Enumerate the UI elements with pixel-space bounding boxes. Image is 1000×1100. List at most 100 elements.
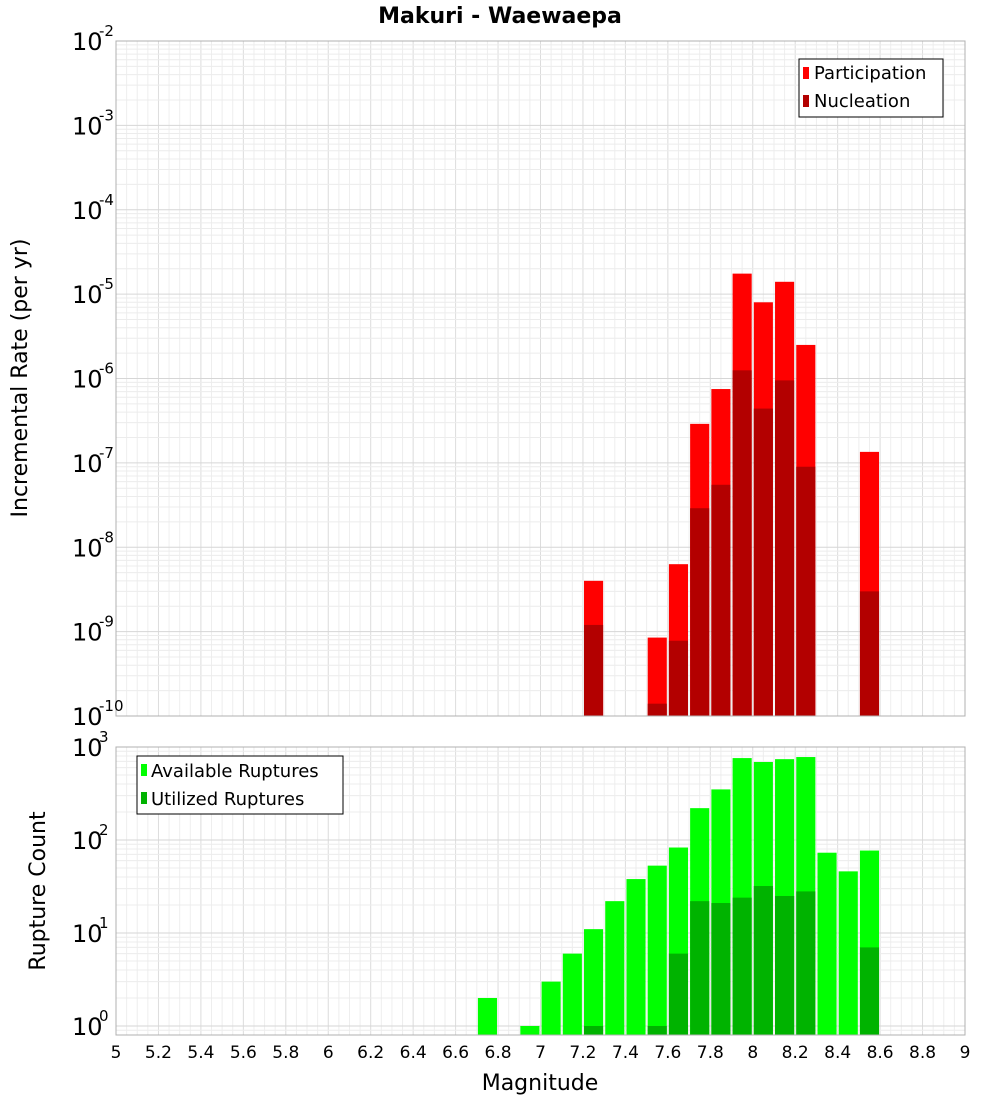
bar-available-ruptures: [626, 879, 646, 1035]
svg-text:3: 3: [99, 728, 109, 746]
top-bars: [584, 273, 880, 716]
svg-text:10: 10: [72, 703, 103, 731]
legend-nucleation-label: Nucleation: [814, 91, 910, 112]
x-tick-label: 6.2: [357, 1043, 384, 1063]
svg-text:10: 10: [72, 112, 103, 140]
bottom-plot-border: [115, 746, 966, 1036]
svg-text:10: 10: [72, 281, 103, 309]
bar-nucleation: [668, 640, 689, 716]
y-tick-label: 103: [72, 728, 109, 762]
bar-available-ruptures: [541, 981, 561, 1035]
y-tick-label: 10-6: [72, 360, 114, 394]
bottom-y-axis-label: Rupture Count: [26, 811, 51, 971]
legend-participation-label: Participation: [814, 63, 926, 84]
bar-nucleation: [859, 591, 880, 716]
bar-nucleation: [732, 370, 752, 716]
bar-available-ruptures: [647, 865, 667, 1035]
svg-text:10: 10: [72, 28, 103, 56]
x-tick-label: 7.4: [612, 1043, 639, 1063]
top-grid: [115, 41, 966, 717]
svg-text:10: 10: [72, 1013, 103, 1041]
legend-participation-swatch: [803, 67, 809, 79]
bar-available-ruptures: [817, 852, 837, 1035]
bar-utilized-ruptures: [668, 953, 689, 1035]
bar-available-ruptures: [838, 871, 858, 1035]
bar-utilized-ruptures: [796, 891, 816, 1035]
x-tick-label: 9: [960, 1043, 971, 1063]
x-tick-label: 7.8: [697, 1043, 724, 1063]
svg-text:1: 1: [99, 914, 109, 932]
y-tick-label: 10-9: [72, 613, 114, 647]
svg-text:10: 10: [72, 534, 103, 562]
y-tick-label: 100: [72, 1007, 109, 1041]
bottom-legend-box: [136, 755, 344, 815]
svg-text:0: 0: [99, 1007, 109, 1025]
bar-utilized-ruptures: [732, 897, 752, 1035]
svg-text:-6: -6: [99, 360, 114, 378]
bar-nucleation: [647, 703, 667, 716]
x-tick-label: 8: [747, 1043, 758, 1063]
x-tick-label: 7: [535, 1043, 546, 1063]
y-tick-label: 10-10: [72, 697, 124, 731]
bar-utilized-ruptures: [584, 1025, 604, 1035]
bar-available-ruptures: [584, 929, 604, 1035]
svg-text:10: 10: [72, 920, 103, 948]
bottom-bars: [477, 757, 880, 1035]
y-tick-label: 10-5: [72, 275, 114, 309]
svg-text:10: 10: [72, 827, 103, 855]
bar-nucleation: [753, 408, 773, 716]
y-tick-label: 10-3: [72, 106, 114, 140]
bar-available-ruptures: [562, 953, 582, 1035]
x-tick-label: 8.8: [909, 1043, 936, 1063]
legend-nucleation-swatch: [803, 95, 809, 107]
x-tick-label: 5.4: [187, 1043, 214, 1063]
svg-text:10: 10: [72, 619, 103, 647]
bar-utilized-ruptures: [859, 947, 880, 1035]
x-tick-label: 7.6: [654, 1043, 681, 1063]
x-axis-label: Magnitude: [482, 1071, 599, 1096]
svg-text:-2: -2: [99, 22, 114, 40]
x-tick-label: 5.8: [272, 1043, 299, 1063]
svg-text:10: 10: [72, 366, 103, 394]
svg-text:-5: -5: [99, 275, 114, 293]
bar-nucleation: [690, 508, 710, 716]
legend-available-label: Available Ruptures: [151, 761, 319, 782]
chart-title: Makuri - Waewaepa: [378, 4, 622, 29]
x-tick-label: 6.6: [442, 1043, 469, 1063]
bar-available-ruptures: [477, 997, 497, 1035]
bar-utilized-ruptures: [647, 1025, 667, 1035]
bottom-legend: Available Ruptures Utilized Ruptures: [136, 755, 344, 815]
svg-text:-9: -9: [99, 613, 114, 631]
y-tick-label: 102: [72, 821, 109, 855]
legend-available-swatch: [141, 764, 147, 776]
y-tick-label: 101: [72, 914, 109, 948]
svg-text:-7: -7: [99, 444, 114, 462]
x-tick-label: 8.2: [782, 1043, 809, 1063]
top-plot-border: [115, 40, 966, 717]
x-tick-label: 5.6: [230, 1043, 257, 1063]
bar-utilized-ruptures: [690, 901, 710, 1035]
svg-text:10: 10: [72, 450, 103, 478]
svg-text:-8: -8: [99, 528, 114, 546]
svg-text:10: 10: [72, 197, 103, 225]
top-y-axis-label: Incremental Rate (per yr): [8, 239, 33, 518]
y-tick-label: 10-2: [72, 22, 114, 56]
bar-utilized-ruptures: [711, 903, 731, 1035]
bar-utilized-ruptures: [775, 895, 795, 1035]
bar-utilized-ruptures: [753, 886, 773, 1035]
bar-participation: [647, 637, 667, 716]
bar-nucleation: [584, 624, 604, 716]
y-tick-label: 10-4: [72, 191, 114, 225]
x-tick-label: 5.2: [145, 1043, 172, 1063]
legend-utilized-swatch: [141, 792, 147, 804]
legend-utilized-label: Utilized Ruptures: [151, 789, 304, 810]
x-tick-label: 6.8: [485, 1043, 512, 1063]
svg-text:-3: -3: [99, 106, 114, 124]
y-tick-label: 10-8: [72, 528, 114, 562]
x-tick-label: 6.4: [400, 1043, 427, 1063]
svg-text:-10: -10: [99, 697, 124, 715]
svg-text:-4: -4: [99, 191, 114, 209]
